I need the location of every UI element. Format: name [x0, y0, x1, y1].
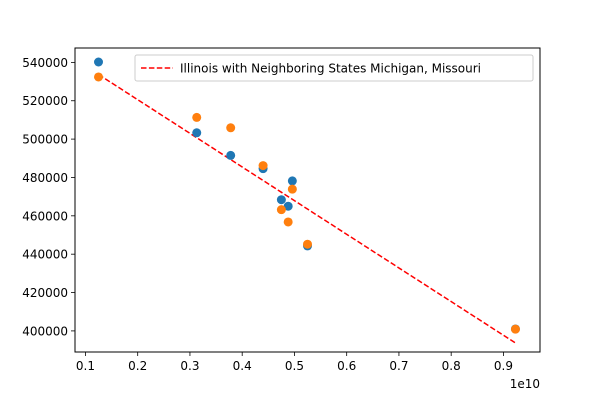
y-tick-label: 460000 — [22, 209, 68, 223]
scatter-point — [283, 201, 293, 211]
legend-box — [134, 54, 534, 82]
x-tick-label: 0.4 — [233, 359, 252, 373]
fit-line — [98, 73, 516, 344]
x-tick-label: 0.3 — [180, 359, 199, 373]
legend-label: Illinois with Neighboring States Michiga… — [180, 62, 481, 76]
y-tick-label: 440000 — [22, 248, 68, 262]
y-tick-label: 520000 — [22, 94, 68, 108]
y-axis: 400000 420000 440000 460000 480000 500000 5200… — [22, 56, 75, 338]
x-tick-label: 0.9 — [494, 359, 513, 373]
legend: Illinois with Neighboring States Michiga… — [134, 54, 534, 82]
scatter-point — [276, 205, 286, 215]
scatter-point — [94, 72, 104, 82]
points-layer — [94, 57, 520, 334]
scatter-point — [226, 150, 236, 160]
y-tick-label: 540000 — [22, 56, 68, 70]
x-tick-label: 0.1 — [76, 359, 95, 373]
scatter-point — [283, 217, 293, 227]
scatter-point — [258, 161, 268, 171]
y-tick-label: 420000 — [22, 286, 68, 300]
scatter-point — [94, 57, 104, 67]
series-2 — [94, 72, 520, 334]
plot-area — [75, 48, 540, 352]
scatter-point — [510, 324, 520, 334]
x-tick-label: 0.2 — [128, 359, 147, 373]
fit-line-layer — [98, 73, 516, 344]
x-tick-label: 0.5 — [285, 359, 304, 373]
x-axis: 0.1 0.2 0.3 0.4 0.5 0.6 0.7 0.8 0.9 — [76, 352, 513, 373]
plot-frame — [74, 47, 541, 353]
x-tick-label: 0.7 — [389, 359, 408, 373]
x-tick-label: 0.8 — [442, 359, 461, 373]
scatter-point — [226, 123, 236, 133]
scatter-point — [287, 184, 297, 194]
scatter-point — [303, 239, 312, 249]
x-tick-label: 0.6 — [337, 359, 356, 373]
scatter-point — [192, 112, 202, 122]
scatter-point — [276, 195, 286, 205]
scatter-point — [287, 176, 297, 186]
x-offset-label: 1e10 — [510, 377, 540, 391]
scatter-point — [192, 128, 202, 138]
y-tick-label: 480000 — [22, 171, 68, 185]
y-tick-label: 500000 — [22, 133, 68, 147]
y-tick-label: 400000 — [22, 324, 68, 338]
